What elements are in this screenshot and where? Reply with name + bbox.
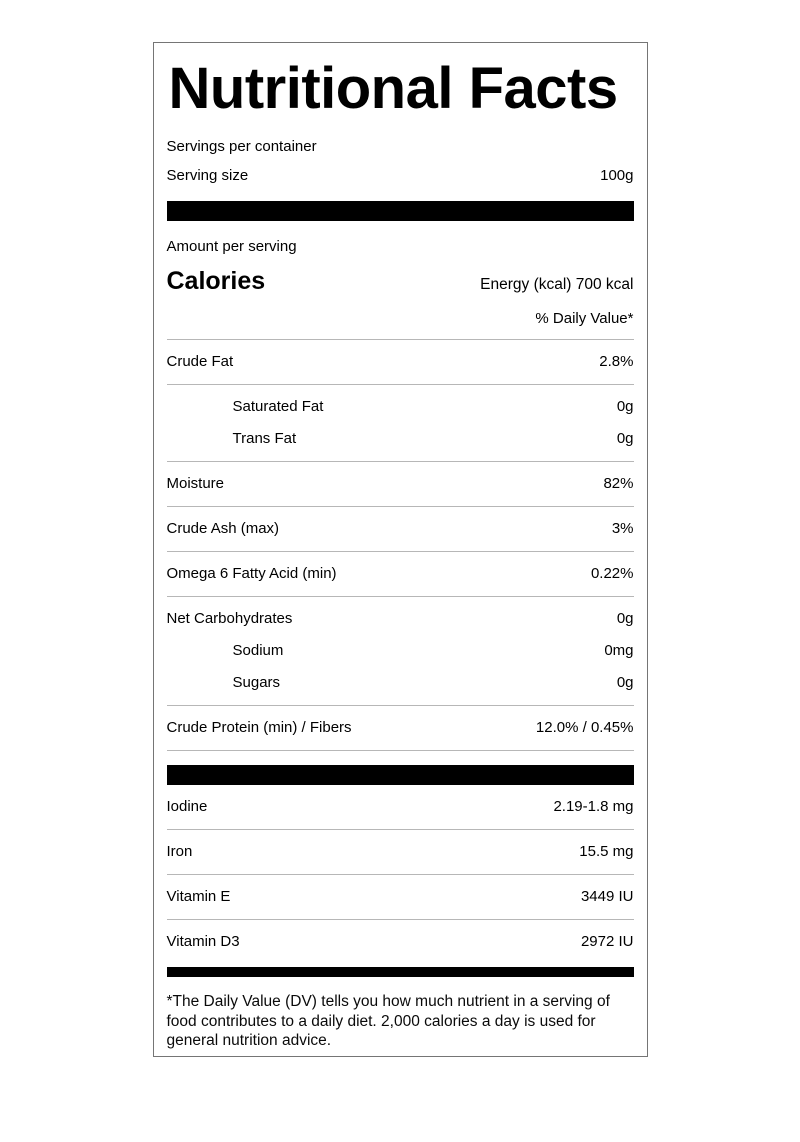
servings-per-container-row: Servings per container xyxy=(167,114,634,162)
nutrient-row-crude-protein-fibers: Crude Protein (min) / Fibers 12.0% / 0.4… xyxy=(167,706,634,750)
divider xyxy=(166,551,634,552)
nutrient-value: 0g xyxy=(616,674,634,691)
thin-separator-bar xyxy=(166,967,634,977)
nutrient-label: Saturated Fat xyxy=(232,398,324,415)
thick-separator-bar xyxy=(166,765,634,785)
micronutrient-label: Iodine xyxy=(166,798,208,815)
micronutrient-label: Iron xyxy=(166,843,193,860)
nutrient-label: Omega 6 Fatty Acid (min) xyxy=(166,565,337,582)
divider xyxy=(166,384,634,385)
daily-value-footnote: *The Daily Value (DV) tells you how much… xyxy=(166,993,610,1049)
nutrient-row-sodium: Sodium 0mg xyxy=(167,635,634,667)
divider xyxy=(166,919,634,920)
micronutrient-row-vitamin-d3: Vitamin D3 2972 IU xyxy=(167,920,634,964)
nutrient-label: Crude Protein (min) / Fibers xyxy=(166,719,352,736)
serving-size-value: 100g xyxy=(600,167,634,184)
nutrient-value: 82% xyxy=(603,475,634,492)
nutrient-value: 0g xyxy=(616,430,634,447)
micronutrient-row-vitamin-e: Vitamin E 3449 IU xyxy=(167,875,634,919)
divider xyxy=(166,829,634,830)
nutrient-value: 12.0% / 0.45% xyxy=(535,719,634,736)
calories-row: Calories Energy (kcal) 700 kcal xyxy=(167,267,634,295)
daily-value-header: % Daily Value* xyxy=(535,310,634,327)
nutrient-label: Sugars xyxy=(232,674,281,691)
micronutrient-value: 15.5 mg xyxy=(579,843,634,860)
label-title: Nutritional Facts xyxy=(168,56,619,121)
divider xyxy=(166,705,634,706)
nutrient-label: Net Carbohydrates xyxy=(166,610,293,627)
micronutrient-value: 2.19-1.8 mg xyxy=(553,798,634,815)
micronutrient-value: 2972 IU xyxy=(580,933,634,950)
nutrient-row-net-carbohydrates: Net Carbohydrates 0g xyxy=(167,597,634,635)
divider xyxy=(166,506,634,507)
nutrient-row-trans-fat: Trans Fat 0g xyxy=(167,423,634,461)
nutrient-row-sugars: Sugars 0g xyxy=(167,667,634,705)
divider xyxy=(166,874,634,875)
calories-value: Energy (kcal) 700 kcal xyxy=(480,276,634,293)
nutrient-row-moisture: Moisture 82% xyxy=(167,462,634,506)
nutrient-row-crude-ash: Crude Ash (max) 3% xyxy=(167,507,634,551)
nutrient-label: Sodium xyxy=(232,642,284,659)
nutrient-value: 0g xyxy=(616,610,634,627)
serving-size-row: Serving size 100g xyxy=(167,162,634,191)
nutrient-label: Trans Fat xyxy=(232,430,297,447)
nutrient-value: 0.22% xyxy=(590,565,634,582)
micronutrient-value: 3449 IU xyxy=(580,888,634,905)
divider xyxy=(166,750,634,751)
nutrient-label: Crude Fat xyxy=(166,353,234,370)
nutrition-facts-label: Nutritional Facts Servings per container… xyxy=(152,42,648,1057)
servings-per-container-label: Servings per container xyxy=(166,138,317,155)
micronutrient-row-iodine: Iodine 2.19-1.8 mg xyxy=(167,785,634,829)
serving-size-label: Serving size xyxy=(166,167,249,184)
micronutrient-row-iron: Iron 15.5 mg xyxy=(167,830,634,874)
nutrient-value: 2.8% xyxy=(599,353,634,370)
micronutrient-label: Vitamin E xyxy=(166,888,231,905)
amount-per-serving-label: Amount per serving xyxy=(166,238,297,255)
nutrient-value: 3% xyxy=(611,520,634,537)
divider xyxy=(166,461,634,462)
calories-label: Calories xyxy=(166,267,266,295)
nutrient-value: 0mg xyxy=(604,642,634,659)
divider xyxy=(166,339,634,340)
nutrient-label: Moisture xyxy=(166,475,225,492)
nutrient-label: Crude Ash (max) xyxy=(166,520,280,537)
nutrient-row-crude-fat: Crude Fat 2.8% xyxy=(167,340,634,384)
nutrient-row-saturated-fat: Saturated Fat 0g xyxy=(167,385,634,423)
nutrient-row-omega-6: Omega 6 Fatty Acid (min) 0.22% xyxy=(167,552,634,596)
micronutrient-label: Vitamin D3 xyxy=(166,933,240,950)
divider xyxy=(166,596,634,597)
nutrient-value: 0g xyxy=(616,398,634,415)
thick-separator-bar xyxy=(166,201,634,221)
